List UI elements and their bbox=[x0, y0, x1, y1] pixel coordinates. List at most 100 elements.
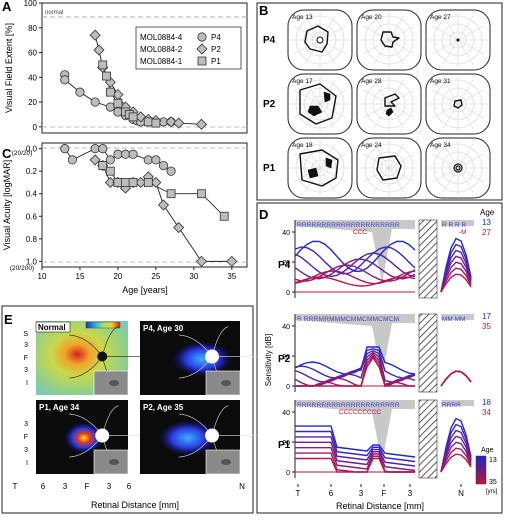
e-xtick-label: 6 bbox=[41, 482, 46, 491]
panel-e: E Normal P4, Age 30 P1, Age 34 P2, Age 35 S… bbox=[1, 305, 257, 514]
d-ytick-label: 40 bbox=[282, 410, 290, 417]
legend-series-tag: P1 bbox=[211, 57, 221, 66]
sensitivity-profile bbox=[294, 348, 416, 379]
panel-d-frame bbox=[256, 202, 503, 514]
normal-range-band bbox=[295, 400, 415, 463]
sensitivity-profile-nasal bbox=[440, 453, 472, 473]
retinal-map: P1, Age 34 bbox=[36, 400, 148, 475]
e-xtick-label: F bbox=[85, 482, 90, 491]
c-data-point bbox=[120, 149, 131, 159]
panel-e-frame bbox=[1, 305, 254, 514]
a-data-point bbox=[173, 117, 185, 129]
a-ytick-label: 0 bbox=[33, 123, 38, 132]
c-data-point bbox=[166, 166, 176, 176]
e-xtick-label: 3 bbox=[107, 482, 112, 491]
sensitivity-profile bbox=[295, 425, 416, 458]
sensitivity-profile-nasal bbox=[440, 370, 472, 387]
field-isopter bbox=[299, 149, 339, 187]
c-data-point bbox=[143, 155, 153, 165]
panel-d-xlabel: Retinal Distance [mm] bbox=[336, 501, 424, 511]
a-data-point bbox=[113, 107, 123, 117]
c-data-point bbox=[143, 178, 153, 187]
d-row-label: P1 bbox=[278, 440, 291, 451]
c-data-point bbox=[128, 178, 138, 187]
panel-c-plot bbox=[60, 144, 238, 267]
d-test-letters: RRRRRRRRRRRRRRRRRRRRR bbox=[297, 402, 400, 409]
c-xtick-label: 35 bbox=[227, 272, 236, 281]
e-xtick-label: N bbox=[239, 482, 245, 491]
sensitivity-profile-nasal bbox=[440, 370, 472, 387]
optic-disc-hatch bbox=[418, 219, 438, 299]
a-data-point bbox=[89, 29, 101, 41]
normal-range-band bbox=[441, 314, 474, 320]
a-data-point bbox=[98, 60, 108, 70]
sensitivity-profile bbox=[294, 346, 416, 375]
d-ytick-label: 20 bbox=[282, 440, 290, 447]
sensitivity-profile-nasal bbox=[440, 370, 472, 387]
d-test-letters: R RRRMRMMMCMMCMMCMCM bbox=[297, 316, 399, 323]
fundus-inset-detail bbox=[221, 380, 231, 386]
panel-b: B P4 Age 13 Age 20 Age 27 P2 Age 17 Age 28 Age … bbox=[256, 2, 503, 201]
sensitivity-profile-nasal bbox=[440, 273, 472, 293]
d-xtick-label: 3 bbox=[408, 489, 413, 498]
c-data-point bbox=[105, 155, 115, 165]
a-ytick-label: 100 bbox=[24, 0, 38, 8]
legend-series-name: MOL0884-4 bbox=[140, 33, 183, 42]
polar-spoke bbox=[431, 153, 485, 183]
c-ytick-label: 1.0 bbox=[26, 257, 38, 266]
sensitivity-profile-nasal bbox=[440, 370, 472, 387]
d-nasal-letters: MM MM bbox=[442, 316, 465, 323]
d-age-young: 13 bbox=[482, 218, 491, 227]
panel-a-y-ticks: 0 20 40 60 80 100 bbox=[24, 0, 42, 132]
c-ytick-label: 0.6 bbox=[26, 212, 38, 221]
c-ytick-label: 0.4 bbox=[26, 190, 38, 199]
panel-e-xlabel: Retinal Distance [mm] bbox=[91, 500, 179, 510]
e-xtick-label: 6 bbox=[127, 482, 132, 491]
d-ytick-label: 20 bbox=[282, 354, 290, 361]
d-age-old: 35 bbox=[482, 322, 491, 331]
normal-range-band bbox=[441, 220, 474, 226]
optic-disc bbox=[205, 349, 219, 364]
b-row-label: P4 bbox=[263, 35, 276, 46]
sensitivity-island bbox=[64, 422, 104, 454]
age-label: Age 17 bbox=[292, 78, 313, 85]
polar-spoke bbox=[362, 89, 416, 119]
d-nasal-letters: R R R R bbox=[442, 222, 467, 229]
fundus-inset-detail bbox=[109, 380, 119, 386]
d-ytick-label: 40 bbox=[282, 230, 290, 237]
panel-c-y-ticks: 0.0 0.2 0.4 0.6 0.8 1.0 bbox=[26, 145, 42, 266]
sensitivity-profile bbox=[295, 457, 415, 473]
e-ytick-label: F bbox=[24, 355, 28, 362]
sensitivity-profile-nasal bbox=[440, 417, 472, 473]
a-data-point bbox=[60, 75, 70, 85]
e-ytick-label: 3 bbox=[24, 367, 28, 374]
field-isopter bbox=[376, 155, 402, 181]
field-isopter bbox=[299, 83, 337, 125]
field-isopter bbox=[304, 25, 329, 53]
sensitivity-profile bbox=[294, 246, 416, 275]
visual-field-plot: Age 20 bbox=[356, 9, 422, 71]
b-row-label: P2 bbox=[263, 99, 276, 110]
e-ytick-label: I bbox=[26, 380, 28, 387]
sensitivity-profile bbox=[294, 252, 416, 278]
d-row-label: P2 bbox=[278, 354, 291, 365]
colorbar-bottom: 35 bbox=[489, 479, 497, 486]
c-xtick-label: 15 bbox=[76, 272, 85, 281]
sensitivity-profile bbox=[294, 264, 416, 282]
central-island bbox=[453, 163, 463, 173]
sensitivity-profile bbox=[295, 441, 416, 472]
e-ytick-label: 3 bbox=[24, 421, 28, 428]
panel-a: A normal 0 20 40 60 80 100 Visual Field Exten… bbox=[2, 0, 248, 134]
sensitivity-profile-nasal bbox=[440, 441, 472, 473]
e-xtick-label: T bbox=[13, 482, 18, 491]
e-ytick-label: 3 bbox=[24, 342, 28, 349]
panel-c: C 0.0 0.2 0.4 0.6 0.8 1.0 10 15 20 25 30 35 (20/20… bbox=[2, 142, 248, 295]
map-title: P2, Age 35 bbox=[143, 403, 184, 412]
central-island bbox=[316, 36, 324, 44]
c-data-point bbox=[166, 189, 176, 199]
sensitivity-profile-nasal bbox=[440, 435, 472, 473]
optic-disc bbox=[205, 428, 219, 443]
c-xtick-label: 10 bbox=[38, 272, 47, 281]
field-isopter bbox=[380, 31, 400, 48]
